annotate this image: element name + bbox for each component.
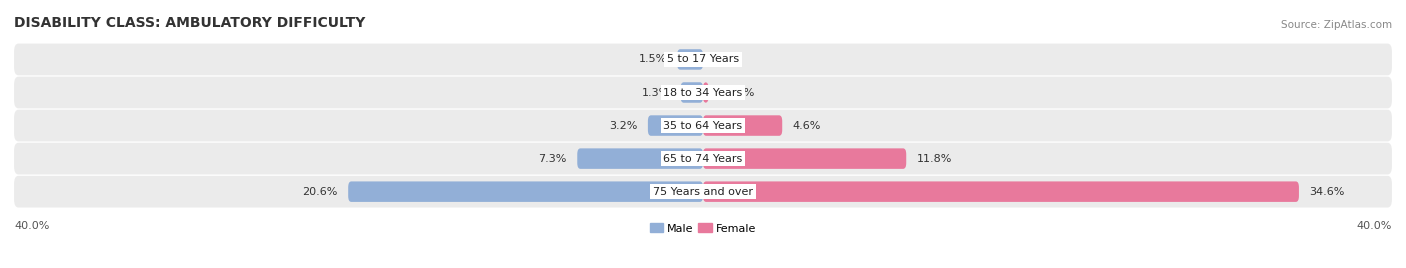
FancyBboxPatch shape xyxy=(349,181,703,202)
FancyBboxPatch shape xyxy=(703,82,709,103)
FancyBboxPatch shape xyxy=(703,181,1299,202)
Text: 34.6%: 34.6% xyxy=(1309,187,1344,197)
FancyBboxPatch shape xyxy=(14,143,1392,174)
FancyBboxPatch shape xyxy=(678,49,703,70)
FancyBboxPatch shape xyxy=(578,148,703,169)
Text: 40.0%: 40.0% xyxy=(14,221,49,231)
Text: 0.32%: 0.32% xyxy=(718,88,754,98)
Text: 11.8%: 11.8% xyxy=(917,154,952,163)
FancyBboxPatch shape xyxy=(703,148,907,169)
Text: 0.0%: 0.0% xyxy=(713,54,741,64)
Text: 5 to 17 Years: 5 to 17 Years xyxy=(666,54,740,64)
Text: 40.0%: 40.0% xyxy=(1357,221,1392,231)
FancyBboxPatch shape xyxy=(703,115,782,136)
Text: 1.5%: 1.5% xyxy=(638,54,666,64)
Text: 35 to 64 Years: 35 to 64 Years xyxy=(664,121,742,131)
Legend: Male, Female: Male, Female xyxy=(645,219,761,238)
Text: 1.3%: 1.3% xyxy=(643,88,671,98)
FancyBboxPatch shape xyxy=(648,115,703,136)
Text: 7.3%: 7.3% xyxy=(538,154,567,163)
Text: 3.2%: 3.2% xyxy=(609,121,637,131)
FancyBboxPatch shape xyxy=(14,110,1392,142)
Text: 65 to 74 Years: 65 to 74 Years xyxy=(664,154,742,163)
Text: Source: ZipAtlas.com: Source: ZipAtlas.com xyxy=(1281,20,1392,30)
Text: 4.6%: 4.6% xyxy=(793,121,821,131)
Text: 75 Years and over: 75 Years and over xyxy=(652,187,754,197)
Text: 20.6%: 20.6% xyxy=(302,187,337,197)
FancyBboxPatch shape xyxy=(14,176,1392,207)
Text: DISABILITY CLASS: AMBULATORY DIFFICULTY: DISABILITY CLASS: AMBULATORY DIFFICULTY xyxy=(14,16,366,30)
Text: 18 to 34 Years: 18 to 34 Years xyxy=(664,88,742,98)
FancyBboxPatch shape xyxy=(14,77,1392,108)
FancyBboxPatch shape xyxy=(681,82,703,103)
FancyBboxPatch shape xyxy=(14,44,1392,75)
